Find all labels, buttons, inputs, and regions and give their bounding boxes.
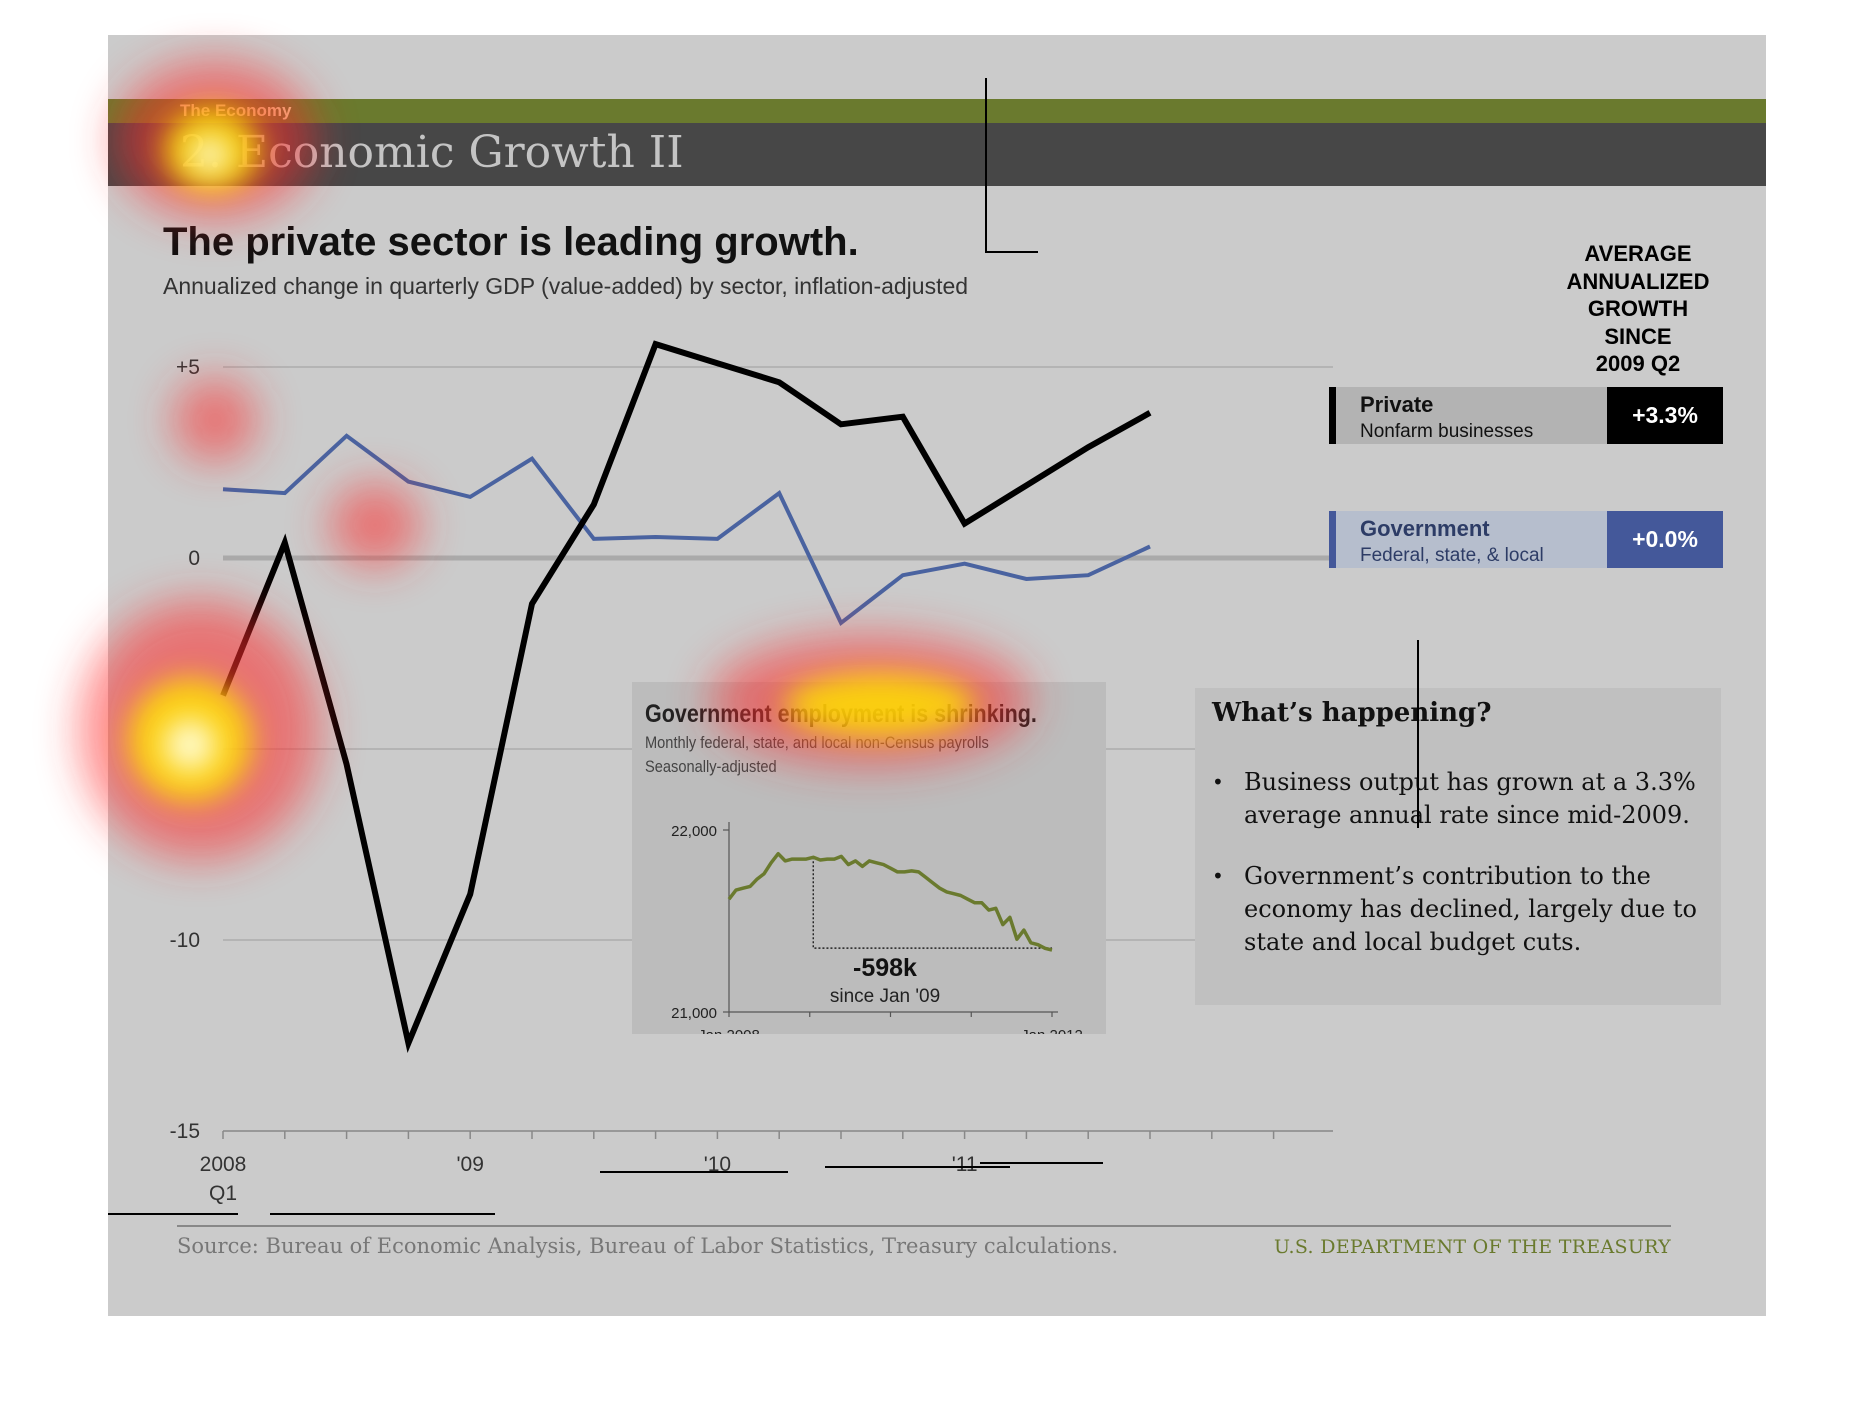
chart-headline: The private sector is leading growth.	[163, 220, 859, 264]
legend-government-value: +0.0%	[1607, 511, 1723, 568]
inset-x-tick-label: Jan 2008	[698, 1027, 760, 1034]
avg-heading-line: GROWTH	[1587, 296, 1689, 321]
inset-subtitle: Monthly federal, state, and local non-Ce…	[645, 733, 989, 752]
bullet-text: Government’s contribution to the economy…	[1244, 862, 1697, 956]
inset-title: Government employment is shrinking.	[645, 700, 1037, 728]
legend-private: Private Nonfarm businesses +3.3%	[1329, 387, 1723, 444]
avg-heading-line: 2009 Q2	[1595, 351, 1681, 376]
section-bar	[108, 99, 1766, 123]
bullet-icon: •	[1212, 770, 1224, 794]
legend-private-value: +3.3%	[1607, 387, 1723, 444]
bullet-icon: •	[1212, 864, 1224, 888]
inset-x-tick-label: Jan 2012	[1021, 1027, 1083, 1034]
legend-private-title: Private	[1360, 392, 1434, 417]
avg-heading-line: ANNUALIZED	[1566, 268, 1710, 294]
inset-subtitle-2: Seasonally-adjusted	[645, 757, 777, 776]
whats-happening-title: What’s happening?	[1212, 698, 1492, 728]
inset-change-bracket	[812, 857, 1052, 949]
legend-private-label: Private Nonfarm businesses	[1329, 387, 1607, 444]
y-tick-label: -10	[170, 929, 200, 952]
inset-y-tick-label: 21,000	[671, 1005, 717, 1022]
list-item: • Government’s contribution to the econom…	[1212, 860, 1712, 959]
y-tick-label: 0	[188, 547, 200, 570]
whats-happening-panel: What’s happening? • Business output has g…	[1195, 688, 1721, 1005]
legend-government: Government Federal, state, & local +0.0%	[1329, 511, 1723, 568]
source-note: Source: Bureau of Economic Analysis, Bur…	[177, 1234, 1119, 1258]
x-tick-label: '11	[952, 1153, 978, 1176]
inset-series-line	[727, 851, 1053, 952]
series-line-private	[220, 340, 1152, 1054]
average-growth-heading: AVERAGE ANNUALIZED GROWTH SINCE 2009 Q2	[1548, 240, 1728, 378]
legend-government-title: Government	[1360, 516, 1490, 541]
y-tick-label: -15	[170, 1120, 200, 1143]
legend-private-subtitle: Nonfarm businesses	[1360, 421, 1534, 442]
title-bar	[108, 123, 1766, 186]
department-logo: U.S. DEPARTMENT OF THE TREASURY	[1273, 1236, 1671, 1258]
x-tick-label: '10	[704, 1153, 731, 1176]
inset-annotation-text: since Jan '09	[830, 986, 940, 1007]
series-line-government	[222, 433, 1151, 626]
avg-heading-line: AVERAGE	[1584, 241, 1692, 266]
inset-chart-panel: 22,000 21,000 Jan 2008 Jan 2012 -598k since J…	[632, 682, 1106, 1034]
inset-y-tick-label: 22,000	[671, 823, 717, 840]
whats-happening-list: • Business output has grown at a 3.3% ave…	[1212, 766, 1712, 987]
legend-government-subtitle: Federal, state, & local	[1360, 545, 1544, 566]
bullet-text: Business output has grown at a 3.3% aver…	[1244, 768, 1696, 829]
y-tick-label: +5	[176, 356, 200, 379]
legend-government-label: Government Federal, state, & local	[1329, 511, 1607, 568]
x-tick-sublabel: Q1	[209, 1182, 237, 1205]
x-tick-label: '09	[457, 1153, 484, 1176]
x-tick-label: 2008	[200, 1153, 247, 1176]
inset-chart: 22,000 21,000 Jan 2008 Jan 2012 -598k since J…	[671, 822, 1083, 1034]
chart-subtitle: Annualized change in quarterly GDP (valu…	[163, 273, 969, 299]
inset-annotation-value: -598k	[853, 954, 917, 982]
avg-heading-line: SINCE	[1604, 323, 1672, 349]
slide: The Economy 2. Economic Growth II The pr…	[108, 35, 1766, 1316]
footer-divider	[177, 1225, 1671, 1227]
list-item: • Business output has grown at a 3.3% ave…	[1212, 766, 1712, 832]
